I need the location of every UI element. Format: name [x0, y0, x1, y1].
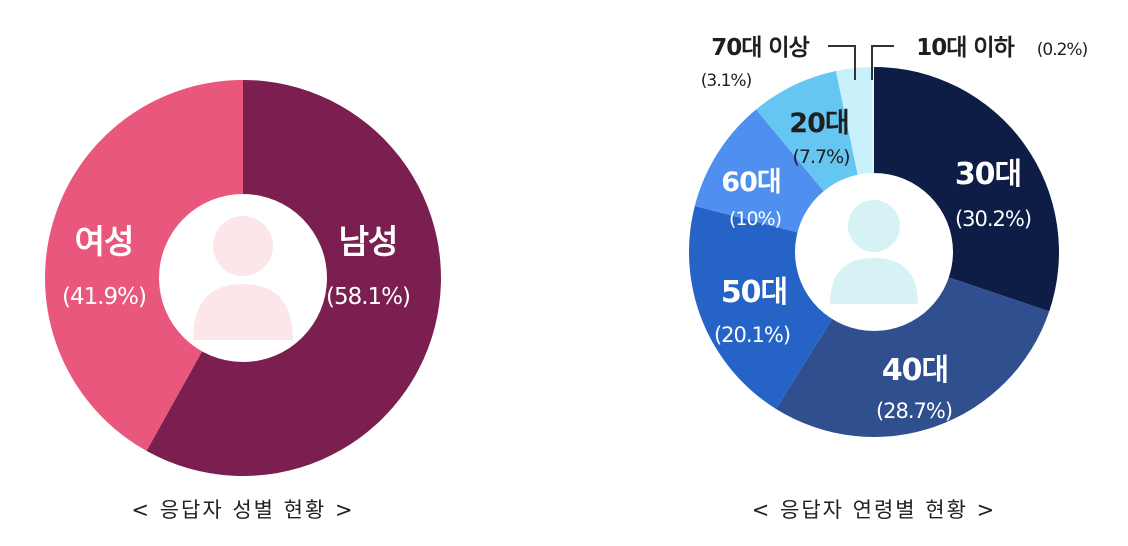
age-label-50s: 50대: [721, 275, 787, 310]
age-label-30s: 30대: [955, 157, 1021, 192]
age-leader-line-10s: [871, 45, 894, 80]
gender-label-female: 여성: [75, 222, 134, 261]
age-label-70s: 70대 이상: [711, 35, 809, 61]
age-chart-title: < 응답자 연령별 현황 >: [752, 498, 996, 522]
gender-value-male: (58.1%): [326, 284, 410, 310]
gender-person-head-icon: [213, 216, 273, 276]
age-person-head-icon: [848, 200, 900, 252]
age-leader-line-70s: [828, 45, 856, 80]
gender-donut-chart: 남성 (58.1%) 여성 (41.9%) < 응답자 성별 현황 >: [44, 79, 441, 522]
age-slice-2: [775, 252, 1050, 437]
age-value-60s: (10%): [729, 208, 781, 230]
age-donut-chart: 30대 (30.2%) 40대 (28.7%) 50대 (20.1%) 60대 …: [688, 35, 1089, 522]
age-label-60s: 60대: [721, 167, 780, 198]
age-person-body-icon: [830, 258, 918, 304]
age-label-40s: 40대: [882, 353, 948, 388]
gender-person-body-icon: [193, 284, 293, 340]
age-value-70s: (3.1%): [701, 71, 752, 91]
gender-value-female: (41.9%): [62, 284, 146, 310]
gender-slice-2: [44, 79, 243, 451]
age-value-50s: (20.1%): [714, 323, 790, 347]
gender-person-icon: [193, 216, 293, 340]
gender-chart-title: < 응답자 성별 현황 >: [131, 498, 354, 522]
gender-label-male: 남성: [339, 222, 398, 261]
age-value-10s: (0.2%): [1037, 40, 1088, 60]
age-label-20s: 20대: [789, 108, 848, 139]
age-person-icon: [830, 200, 918, 304]
age-value-40s: (28.7%): [876, 399, 952, 423]
age-value-30s: (30.2%): [955, 207, 1031, 231]
age-label-10s: 10대 이하: [916, 35, 1014, 61]
age-value-20s: (7.7%): [792, 146, 849, 168]
